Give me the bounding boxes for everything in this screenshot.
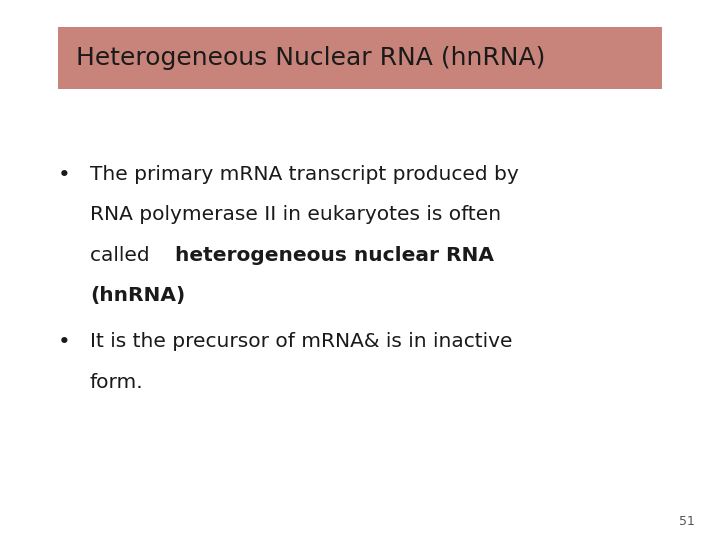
Text: 51: 51	[679, 515, 695, 528]
FancyBboxPatch shape	[58, 27, 662, 89]
Text: RNA polymerase II in eukaryotes is often: RNA polymerase II in eukaryotes is often	[90, 205, 501, 224]
Text: •: •	[58, 165, 71, 185]
Text: The primary mRNA transcript produced by: The primary mRNA transcript produced by	[90, 165, 518, 184]
Text: heterogeneous nuclear RNA: heterogeneous nuclear RNA	[174, 246, 494, 265]
Text: form.: form.	[90, 373, 143, 392]
Text: •: •	[58, 332, 71, 352]
Text: Heterogeneous Nuclear RNA (hnRNA): Heterogeneous Nuclear RNA (hnRNA)	[76, 46, 545, 70]
Text: called: called	[90, 246, 156, 265]
Text: It is the precursor of mRNA& is in inactive: It is the precursor of mRNA& is in inact…	[90, 332, 513, 351]
Text: (hnRNA): (hnRNA)	[90, 286, 185, 305]
